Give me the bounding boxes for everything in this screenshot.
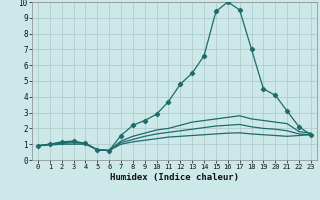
- X-axis label: Humidex (Indice chaleur): Humidex (Indice chaleur): [110, 173, 239, 182]
